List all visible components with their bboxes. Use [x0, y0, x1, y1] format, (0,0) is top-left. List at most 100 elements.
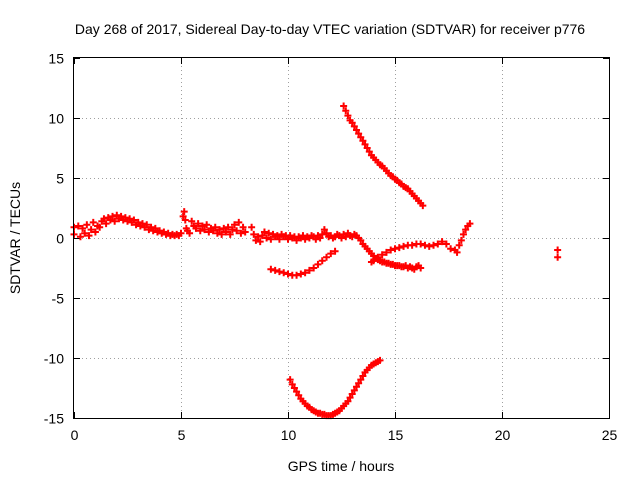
data-point: [382, 248, 390, 256]
data-point: [352, 383, 360, 391]
data-point: [320, 226, 328, 234]
data-point: [421, 241, 429, 249]
data-point: [267, 265, 275, 273]
tick-labels: 0 5 10 15 20 25 -15 -10 -5 0 5 10 15: [44, 51, 618, 444]
data-point: [295, 391, 303, 399]
data-point: [237, 229, 245, 237]
data-point: [275, 235, 283, 243]
y-axis-label: SDTVAR / TECUs: [7, 182, 23, 294]
data-point: [342, 233, 350, 241]
x-tick-label: 5: [178, 427, 186, 443]
data-point: [196, 227, 204, 235]
data-point: [370, 257, 378, 265]
data-point: [457, 236, 465, 244]
data-point: [363, 144, 371, 152]
data-point: [179, 212, 187, 220]
y-tick-label: -5: [52, 291, 65, 307]
data-point: [211, 223, 219, 231]
data-point: [455, 241, 463, 249]
data-point: [186, 229, 194, 237]
data-point: [177, 229, 185, 237]
data-point: [355, 130, 363, 138]
data-point: [209, 227, 217, 235]
data-point: [81, 229, 89, 237]
data-point: [180, 208, 188, 216]
data-point: [376, 356, 384, 364]
data-point: [338, 234, 345, 242]
data-point: [275, 268, 283, 276]
data-point: [417, 264, 425, 272]
x-tick-label: 20: [495, 427, 511, 443]
data-point: [466, 220, 474, 228]
data-point: [314, 260, 322, 268]
data-point: [301, 269, 309, 277]
plot-frame: [73, 57, 610, 419]
y-tick-label: 10: [48, 111, 64, 127]
data-point: [138, 220, 146, 228]
data-point: [87, 226, 95, 234]
data-point: [85, 232, 93, 240]
data-point: [286, 376, 294, 384]
data-point: [280, 269, 288, 277]
data-point: [293, 271, 301, 279]
data-point: [143, 221, 151, 229]
data-point: [188, 217, 196, 225]
data-point: [318, 257, 326, 265]
data-point: [181, 216, 189, 224]
data-point: [263, 234, 271, 242]
data-point: [273, 232, 281, 240]
data-point: [348, 119, 356, 127]
data-point: [265, 229, 273, 237]
data-point: [233, 227, 241, 235]
data-point: [408, 241, 416, 249]
data-point: [126, 215, 134, 223]
data-point: [151, 224, 159, 232]
data-point: [74, 222, 82, 230]
data-point: [109, 212, 117, 220]
data-point: [342, 107, 350, 115]
data-point: [310, 264, 318, 272]
data-point: [297, 270, 305, 278]
y-tick-label: -10: [44, 351, 64, 367]
data-point: [130, 216, 138, 224]
data-point: [400, 242, 408, 250]
data-point: [361, 140, 369, 148]
data-point: [260, 228, 268, 236]
data-point: [344, 112, 352, 120]
data-point: [447, 245, 455, 253]
data-point: [111, 217, 119, 225]
data-point: [79, 224, 87, 232]
chart-title: Day 268 of 2017, Sidereal Day-to-day VTE…: [75, 21, 585, 37]
data-point: [231, 221, 238, 229]
data-point: [271, 266, 279, 274]
data-point: [235, 218, 243, 226]
data-point: [323, 253, 331, 261]
y-tick-label: 5: [56, 171, 64, 187]
data-point: [305, 266, 313, 274]
data-point: [222, 228, 230, 236]
data-point: [218, 230, 226, 238]
data-point: [459, 230, 467, 238]
data-point: [327, 250, 335, 258]
data-point: [331, 247, 339, 255]
data-point: [355, 379, 363, 387]
data-point: [83, 221, 91, 229]
data-point: [357, 376, 365, 384]
data-point: [106, 216, 114, 224]
data-point: [293, 236, 301, 244]
data-point: [438, 238, 446, 246]
data-point: [340, 102, 348, 110]
data-point: [357, 236, 365, 244]
data-point: [102, 220, 110, 228]
data-point: [117, 212, 125, 220]
data-point: [430, 241, 438, 249]
data-point: [194, 220, 202, 228]
data-point: [256, 238, 264, 246]
data-point: [442, 240, 450, 248]
data-point: [387, 246, 395, 254]
data-point: [121, 214, 129, 222]
data-point: [226, 230, 234, 238]
data-point: [378, 251, 386, 259]
x-tick-label: 15: [388, 427, 404, 443]
data-point: [359, 372, 367, 380]
